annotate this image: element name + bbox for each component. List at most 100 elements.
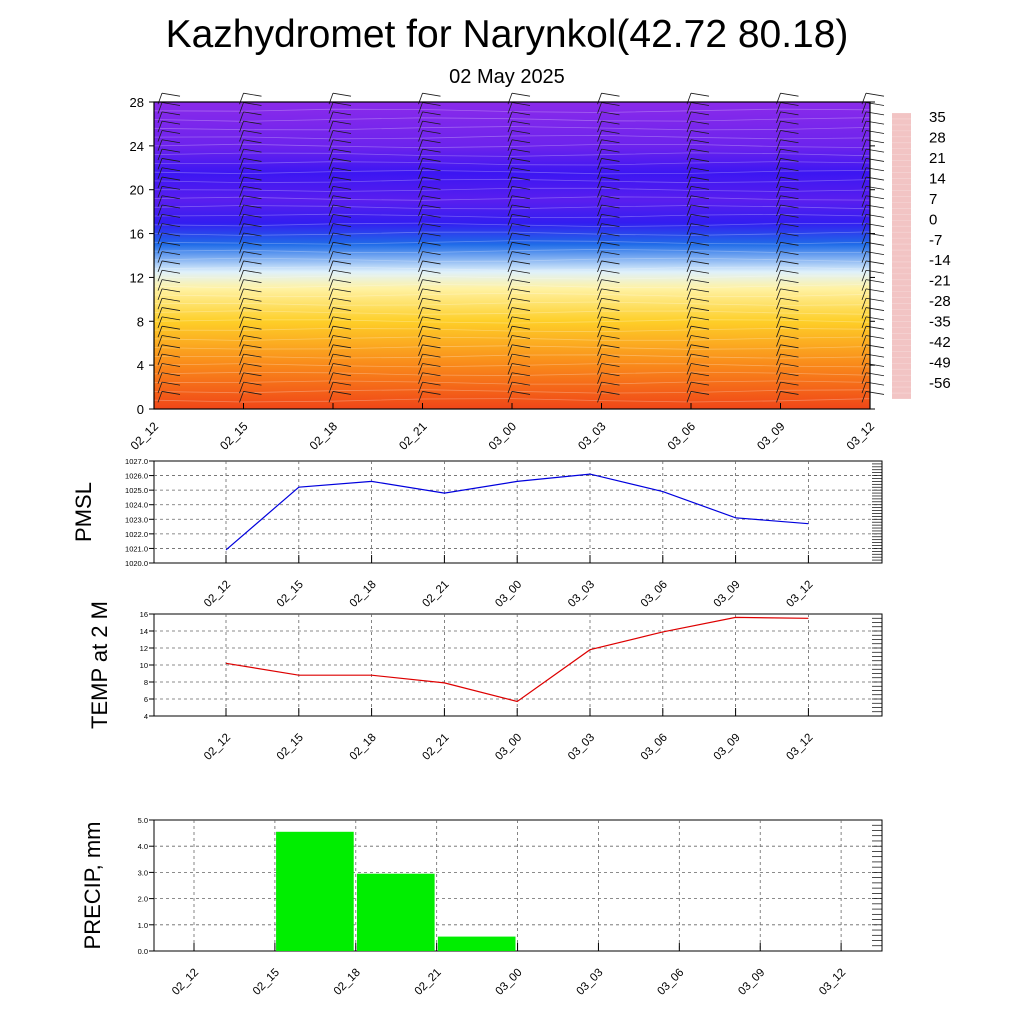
wind-barb — [597, 307, 602, 319]
wind-barb-flag — [690, 130, 710, 134]
wind-barb-flag — [601, 307, 620, 311]
wind-barb — [239, 279, 244, 291]
wind-barb — [776, 391, 781, 403]
wind-barb-flag — [780, 102, 799, 106]
contour-line — [153, 205, 871, 210]
wind-barb-flag — [511, 344, 531, 349]
wind-barb — [776, 363, 781, 375]
y-tick-label: 1020.0 — [125, 559, 148, 568]
wind-barb-flag — [422, 363, 441, 367]
wind-barb — [239, 344, 244, 356]
wind-barb-flag — [243, 381, 262, 386]
wind-barb — [776, 344, 781, 356]
wind-barb-flag — [780, 204, 799, 209]
wind-barb-flag — [865, 335, 885, 339]
wind-barb-flag — [865, 195, 885, 200]
wind-barb — [507, 316, 513, 329]
wind-barb-flag — [161, 148, 181, 153]
wind-barb — [157, 130, 163, 142]
wind-barb-flag — [422, 372, 441, 377]
wind-barb-flag — [511, 251, 531, 256]
contour-line — [153, 248, 871, 254]
wind-barb — [776, 270, 781, 282]
wind-barb-flag — [780, 344, 799, 349]
cross-section-y-axis: 0 4 8 12 16 20 24 28 — [130, 95, 875, 417]
colorbar-label: -28 — [929, 293, 951, 310]
wind-barb-flag — [511, 381, 531, 386]
wind-barb — [861, 344, 867, 356]
wind-barb — [418, 344, 423, 356]
wind-barb — [157, 102, 163, 114]
contour-line — [153, 222, 871, 228]
wind-barb-flag — [243, 232, 262, 237]
wind-barb-flag — [161, 288, 181, 293]
wind-barb-flag — [601, 260, 620, 265]
wind-barb-flag — [332, 158, 352, 162]
wind-barb-flag — [422, 344, 441, 349]
wind-barb — [776, 204, 781, 217]
wind-barb — [418, 176, 423, 189]
wind-barb-flag — [243, 195, 262, 200]
wind-barb — [328, 372, 334, 384]
wind-barb-flag — [601, 363, 620, 367]
x-tick-label: 03_00 — [494, 967, 525, 998]
wind-barb — [418, 121, 423, 133]
y-tick-label: 4 — [144, 712, 148, 721]
wind-barb-flag — [161, 102, 181, 106]
wind-barb — [239, 148, 244, 161]
wind-barb-flag — [161, 269, 181, 274]
wind-barb — [597, 270, 602, 282]
wind-barb — [686, 121, 692, 133]
wind-barb — [507, 270, 513, 282]
wind-barb — [597, 232, 602, 245]
wind-barb-flag — [511, 167, 531, 172]
wind-barb — [507, 391, 513, 403]
y-axis-title: TEMP at 2 M — [87, 601, 112, 729]
wind-barb — [418, 139, 423, 151]
y-tick-label: 10 — [140, 661, 148, 670]
wind-barb-flag — [422, 307, 441, 311]
wind-barb-flag — [332, 204, 352, 209]
colorbar: 35 28 21 14 7 0 -7 -14 -21 -28 -35 -42 -49 -56 — [892, 109, 951, 400]
wind-barb — [418, 260, 423, 273]
chart-date: 02 May 2025 — [449, 66, 565, 88]
wind-barb-flag — [601, 213, 620, 218]
wind-barb-flag — [690, 260, 710, 265]
wind-barb-flag — [332, 232, 352, 237]
wind-barb-flag — [161, 316, 181, 321]
wind-barb-flag — [511, 316, 531, 321]
x-tick-label: 03_03 — [566, 579, 597, 610]
wind-barb — [686, 270, 692, 282]
wind-barb — [597, 372, 602, 384]
wind-barb-flag — [243, 130, 262, 134]
wind-barb-flag — [690, 139, 710, 144]
wind-barb-flag — [422, 297, 441, 302]
wind-barb-flag — [511, 195, 531, 200]
wind-barb-flag — [780, 185, 799, 190]
wind-barb-flag — [780, 297, 799, 302]
wind-barb-flag — [601, 372, 620, 377]
wind-barb-flag — [511, 241, 531, 246]
wind-barb-flag — [422, 139, 441, 144]
wind-barb — [861, 270, 867, 282]
y-tick-label: 6 — [144, 695, 148, 704]
wind-barb-flag — [243, 213, 262, 218]
wind-barb — [597, 148, 602, 161]
wind-barb — [157, 279, 163, 291]
contour-line — [153, 398, 871, 403]
colorbar-label: -56 — [929, 375, 951, 392]
wind-barb — [328, 111, 334, 123]
wind-barb-flag — [690, 381, 710, 386]
wind-barb-flag — [243, 251, 262, 256]
wind-barb — [328, 204, 334, 217]
wind-barb — [861, 326, 867, 338]
wind-barb — [239, 363, 244, 375]
wind-barb-flag — [511, 325, 531, 330]
wind-barb — [239, 335, 244, 347]
wind-barb — [328, 214, 334, 226]
wind-barb — [776, 102, 781, 114]
wind-barb — [861, 251, 867, 263]
x-tick-label: 02_18 — [332, 967, 363, 998]
wind-barb — [861, 242, 867, 254]
wind-barb — [157, 381, 163, 394]
